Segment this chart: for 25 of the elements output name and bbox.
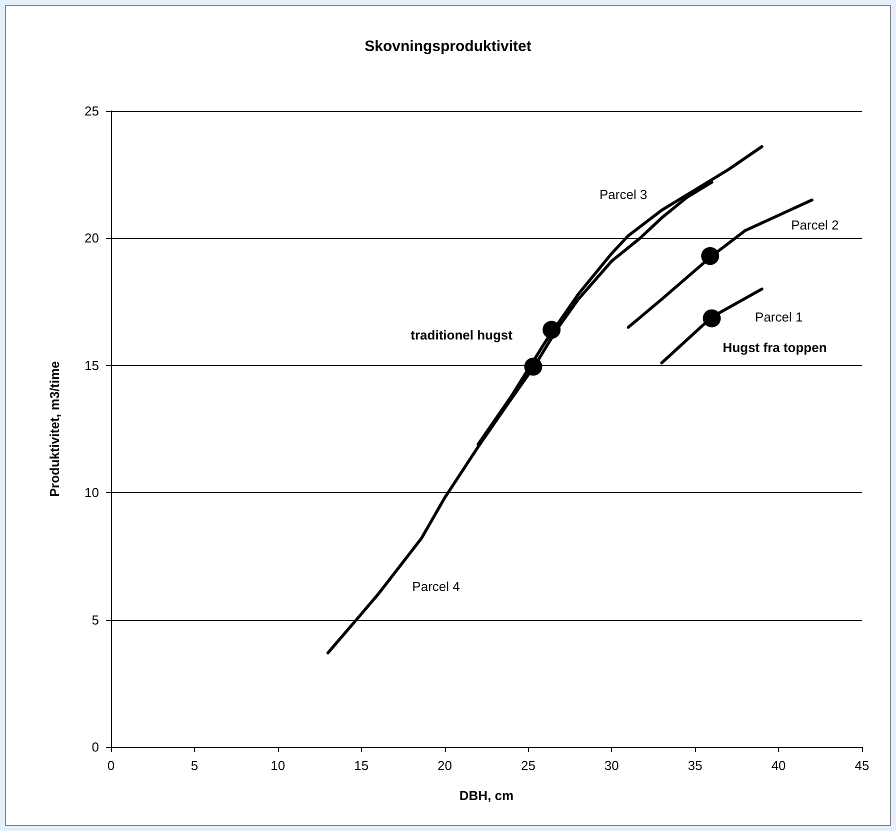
y-tick-label: 10 <box>84 485 99 500</box>
y-tick-label: 5 <box>92 612 99 628</box>
x-tick-label: 35 <box>688 758 702 773</box>
y-tick-label: 20 <box>84 230 99 246</box>
y-axis-title: Produktivitet, m3/time <box>47 361 62 497</box>
x-tick-label: 5 <box>190 758 198 773</box>
series-label: Hugst fra toppen <box>722 340 827 355</box>
x-tick-label: 45 <box>854 758 870 773</box>
chart-title: Skovningsproduktivitet <box>364 38 532 55</box>
series-label: traditionel hugst <box>410 327 514 342</box>
x-tick-label: 30 <box>604 758 619 773</box>
y-tick-label: 15 <box>84 358 99 373</box>
x-tick-label: 0 <box>107 758 115 773</box>
x-axis-title: DBH, cm <box>459 788 514 803</box>
x-tick-label: 10 <box>270 758 286 773</box>
x-tick-label: 25 <box>520 758 536 773</box>
y-tick-label: 0 <box>92 740 99 754</box>
series-label: Parcel 1 <box>755 310 803 325</box>
x-tick-label: 40 <box>771 758 786 773</box>
series-label: Parcel 3 <box>600 187 648 202</box>
x-tick-label: 20 <box>438 758 452 773</box>
x-tick-label: 15 <box>354 758 369 773</box>
y-tick-label: 25 <box>84 104 99 118</box>
series-label: Parcel 4 <box>412 578 460 594</box>
series-label: Parcel 2 <box>791 218 839 233</box>
